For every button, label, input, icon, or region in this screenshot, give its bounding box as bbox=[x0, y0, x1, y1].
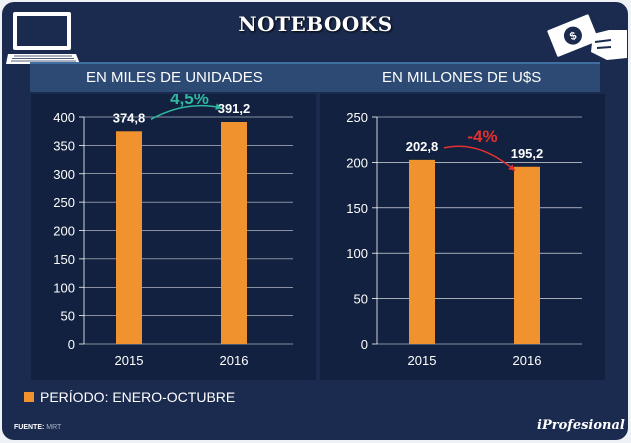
left-chart-header: EN MILES DE UNIDADES bbox=[86, 69, 263, 86]
y-tick-label: 350 bbox=[53, 138, 75, 153]
page-title: NOTEBOOKS bbox=[238, 12, 393, 36]
left-bar-chart: 0 50 100 150 200 250 300 350 400 374,8 2015 391,2 20… bbox=[53, 89, 293, 368]
trend-arrow-line bbox=[443, 145, 516, 172]
y-tick-label: 200 bbox=[53, 224, 75, 239]
brand-logo: iProfesional bbox=[537, 418, 625, 433]
money-hand-icon: $ bbox=[547, 12, 627, 60]
legend-swatch bbox=[24, 392, 34, 402]
x-tick-label: 2015 bbox=[408, 353, 437, 368]
bar bbox=[409, 159, 435, 344]
svg-text:$: $ bbox=[568, 30, 578, 43]
trend-arrow-head bbox=[215, 103, 222, 110]
bar bbox=[514, 166, 540, 344]
trend-arrow-head bbox=[508, 164, 515, 171]
y-tick-label: 250 bbox=[346, 110, 368, 125]
y-tick-label: 100 bbox=[53, 280, 75, 295]
y-tick-label: 0 bbox=[68, 337, 75, 352]
source-note: FUENTE: MRT bbox=[14, 424, 61, 431]
legend-label: PERÍODO: ENERO-OCTUBRE bbox=[40, 389, 236, 405]
y-tick-label: 400 bbox=[53, 110, 75, 125]
x-tick-label: 2016 bbox=[220, 353, 249, 368]
y-tick-label: 50 bbox=[354, 292, 368, 307]
left-chart-panel: 0 50 100 150 200 250 300 350 400 374,8 2015 391,2 20… bbox=[31, 89, 316, 380]
bar bbox=[116, 131, 142, 344]
bar bbox=[221, 121, 247, 344]
source-label: FUENTE: bbox=[14, 424, 45, 431]
right-chart-panel: 0 50 100 150 200 250 202,8 2015 195,2 2016 -4% bbox=[320, 94, 605, 380]
y-tick-label: 0 bbox=[361, 337, 368, 352]
y-tick-label: 100 bbox=[346, 246, 368, 261]
y-tick-label: 200 bbox=[346, 155, 368, 170]
y-tick-label: 300 bbox=[53, 167, 75, 182]
legend: PERÍODO: ENERO-OCTUBRE bbox=[24, 389, 235, 405]
header-band: EN MILES DE UNIDADES EN MILLONES DE U$S bbox=[30, 62, 600, 92]
bar-value-label: 195,2 bbox=[511, 146, 544, 161]
change-label: 4,5% bbox=[170, 94, 209, 108]
x-tick-label: 2015 bbox=[115, 353, 144, 368]
laptop-icon bbox=[6, 12, 80, 64]
source-value: MRT bbox=[46, 424, 62, 431]
trend-arrow-line bbox=[150, 104, 223, 120]
y-tick-label: 150 bbox=[53, 252, 75, 267]
y-tick-label: 250 bbox=[53, 195, 75, 210]
y-tick-label: 50 bbox=[61, 309, 75, 324]
bar-value-label: 391,2 bbox=[218, 101, 251, 116]
bar-value-label: 202,8 bbox=[406, 139, 439, 154]
y-tick-label: 150 bbox=[346, 201, 368, 216]
right-chart-header: EN MILLONES DE U$S bbox=[382, 69, 542, 86]
right-bar-chart: 0 50 100 150 200 250 202,8 2015 195,2 2016 -4% bbox=[346, 110, 582, 368]
x-tick-label: 2016 bbox=[513, 353, 542, 368]
bar-value-label: 374,8 bbox=[113, 110, 146, 125]
change-label: -4% bbox=[467, 127, 497, 146]
